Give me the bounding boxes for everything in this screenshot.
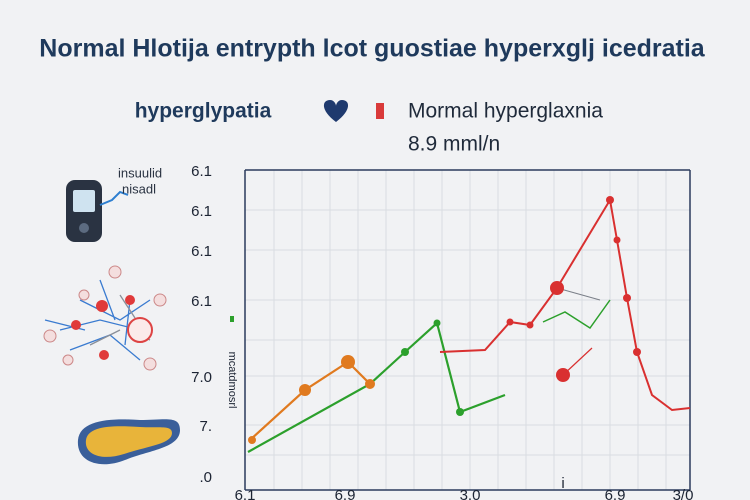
green-line: [247, 320, 506, 453]
legend-left: hyperglypatia: [135, 100, 272, 123]
points: [248, 196, 641, 444]
y-tick-label: 6.1: [191, 293, 212, 310]
x-tick-label: 3/0: [673, 487, 694, 500]
legend-heart: [323, 100, 349, 122]
y-tick-label: 6.1: [191, 163, 212, 180]
grid: [245, 170, 690, 490]
x-tick-label: 3.0: [460, 487, 481, 500]
y-tick-label: 6.1: [191, 203, 212, 220]
pancreas-icon: [77, 419, 180, 465]
red-line: [439, 197, 691, 412]
x-tick-label: 6.1: [235, 487, 256, 500]
legend-unit: 8.9 mml/n: [408, 133, 500, 156]
y-tick-label: 7.0: [191, 369, 212, 386]
y-tick-label: 6.1: [191, 243, 212, 260]
legend-right: Mormal hyperglaxnia: [408, 100, 603, 123]
y-tick-label: 7.: [199, 418, 212, 435]
orange-line: [249, 360, 371, 441]
y-tick-label: .0: [199, 469, 212, 486]
title: Normal Hlotija entrypth lcot guostiae hy…: [39, 35, 706, 63]
marker: [230, 316, 234, 322]
legend-swatch: [376, 103, 384, 119]
annotation-line: [556, 287, 601, 301]
cell-dots: [43, 265, 167, 371]
meter-icon: [66, 180, 129, 242]
meter-label: nisadl: [122, 181, 156, 196]
x-marker: i: [561, 475, 564, 492]
x-tick-label: 6.9: [335, 487, 356, 500]
meter-label: insuulid: [118, 165, 162, 180]
green-line: [542, 299, 611, 330]
y-axis-label: mcatdmosrl: [226, 352, 238, 409]
x-tick-label: 6.9: [605, 487, 626, 500]
